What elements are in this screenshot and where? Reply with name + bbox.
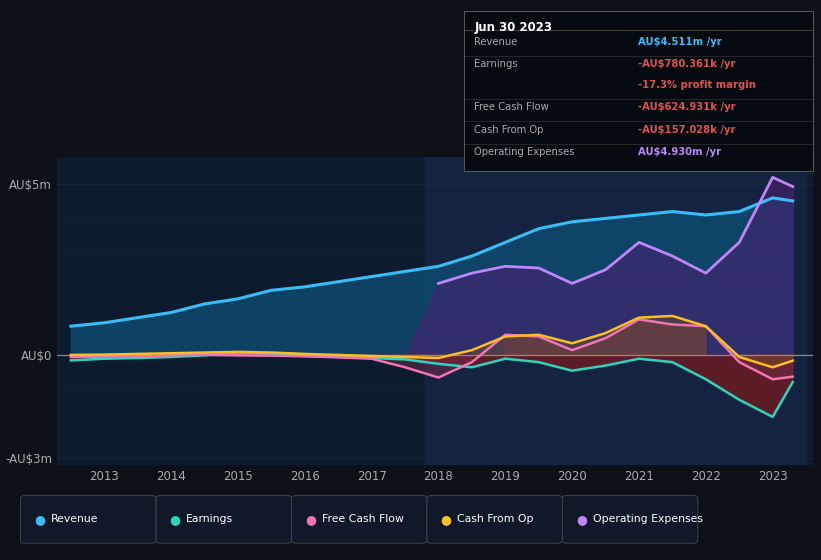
Text: Revenue: Revenue xyxy=(475,37,518,46)
Text: Jun 30 2023: Jun 30 2023 xyxy=(475,21,553,34)
Bar xyxy=(425,157,806,465)
Text: -AU$157.028k /yr: -AU$157.028k /yr xyxy=(639,124,736,134)
Text: Cash From Op: Cash From Op xyxy=(457,515,534,524)
Text: Free Cash Flow: Free Cash Flow xyxy=(475,102,549,112)
Text: ●: ● xyxy=(169,513,181,526)
Text: ●: ● xyxy=(440,513,452,526)
Text: Cash From Op: Cash From Op xyxy=(475,124,544,134)
Text: Earnings: Earnings xyxy=(475,59,518,69)
Text: -AU$780.361k /yr: -AU$780.361k /yr xyxy=(639,59,736,69)
Text: Earnings: Earnings xyxy=(186,515,233,524)
Text: AU$4.930m /yr: AU$4.930m /yr xyxy=(639,147,722,157)
Text: Revenue: Revenue xyxy=(51,515,99,524)
Text: Operating Expenses: Operating Expenses xyxy=(475,147,575,157)
Text: ●: ● xyxy=(305,513,316,526)
Text: -17.3% profit margin: -17.3% profit margin xyxy=(639,80,756,90)
Text: Free Cash Flow: Free Cash Flow xyxy=(322,515,404,524)
Text: ●: ● xyxy=(34,513,45,526)
Text: -AU$624.931k /yr: -AU$624.931k /yr xyxy=(639,102,736,112)
Text: ●: ● xyxy=(576,513,587,526)
Text: Operating Expenses: Operating Expenses xyxy=(593,515,703,524)
Text: AU$4.511m /yr: AU$4.511m /yr xyxy=(639,37,722,46)
